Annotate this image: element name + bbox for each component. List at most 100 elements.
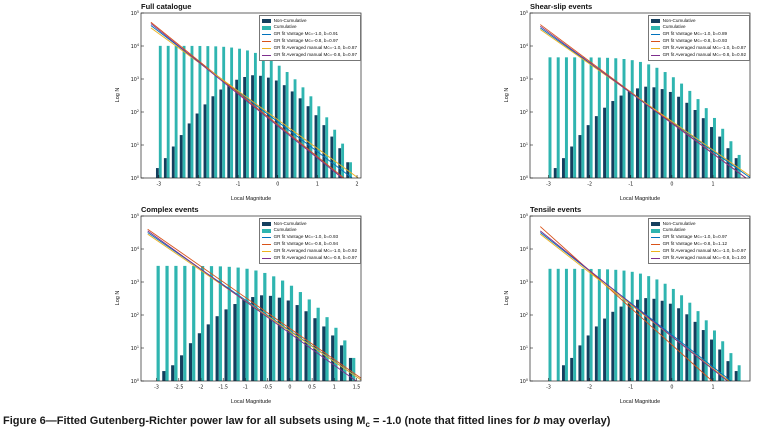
legend-line-sample [262,251,272,252]
legend: Non-Cumulative Cumulative GR fit Vantage M… [647,15,750,62]
svg-text:-3: -3 [546,385,551,391]
legend: Non-Cumulative Cumulative GR fit Vantage M… [647,218,750,265]
legend-label: Cumulative [662,24,686,30]
legend-swatch [262,228,272,234]
legend-item: GR fit Vantage Mc=-1.0, b=0.93 [262,234,357,241]
legend-item: Cumulative [262,24,357,31]
subplot-tensile-events: -3 -2 -1 0 1 100 101 102 103 104 105 Tensile event… [389,203,778,406]
legend-label: Cumulative [273,24,297,30]
legend-line-sample [262,41,272,43]
legend-line-sample [262,237,272,239]
subplot-full-catalogue: -3 -2 -1 0 1 2 100 101 102 103 104 105 Full catalog… [0,0,389,203]
subplot-complex-events: -3 -2.5 -2 -1.5 -1 -0.5 0 0.5 1 1.5 100 101 102 103 10… [0,203,389,406]
svg-text:103: 103 [131,279,139,286]
legend-item: GR fit Averaged manual Mc=-0.8, b=0.97 [262,52,357,59]
legend-label: Non-Cumulative [662,17,696,23]
svg-text:-3: -3 [154,385,159,391]
legend-label: GR fit Averaged manual Mc=-1.0, b=0.97 [662,248,746,254]
legend-item: Cumulative [651,24,746,31]
legend-item: GR fit Vantage Mc=-0.8, b=0.94 [262,241,357,248]
svg-text:0: 0 [670,385,673,391]
legend-item: GR fit Averaged manual Mc=-1.0, b=0.87 [651,45,746,52]
legend-swatch [262,221,272,227]
legend-swatch [651,25,661,31]
svg-text:0.5: 0.5 [308,385,316,391]
legend-swatch [262,18,272,24]
legend-label: Cumulative [662,227,686,233]
svg-text:104: 104 [520,246,528,253]
legend-line-sample [651,41,661,43]
svg-text:102: 102 [520,109,528,116]
legend-swatch [651,221,661,227]
legend-item: Non-Cumulative [651,221,746,228]
legend-label: GR fit Vantage Mc=-1.0, b=0.91 [273,31,339,37]
svg-text:100: 100 [131,378,139,385]
legend-item: Cumulative [651,227,746,234]
legend-item: Non-Cumulative [262,221,357,228]
subplot-shear-slip-events: -3 -2 -1 0 1 100 101 102 103 104 105 Shear-slip ev… [389,0,778,203]
chart-title: Full catalogue [141,2,192,11]
caption-mid: = -1.0 (note that fitted lines for [369,415,534,427]
svg-text:102: 102 [520,312,528,319]
legend-line-sample [262,34,272,36]
legend-label: Non-Cumulative [273,220,307,226]
chart-title: Tensile events [530,205,582,214]
caption-prefix: Figure 6—Fitted Gutenberg-Richter power … [3,415,366,427]
legend-label: Non-Cumulative [662,220,696,226]
svg-text:101: 101 [520,142,528,149]
legend-label: GR fit Vantage Mc=-1.0, b=0.89 [662,31,728,37]
legend-item: Non-Cumulative [262,18,357,25]
subplot-grid: -3 -2 -1 0 1 2 100 101 102 103 104 105 Full catalog… [0,0,778,406]
svg-text:1: 1 [711,182,714,188]
y-axis-label: Log N [504,290,510,306]
x-axis-label: Local Magnitude [230,399,272,405]
legend-line-sample [651,54,661,56]
x-axis-label: Local Magnitude [619,196,661,202]
legend-line-sample [651,244,661,246]
svg-text:101: 101 [520,345,528,352]
y-axis-label: Log N [504,87,510,103]
legend-item: GR fit Averaged manual Mc=-1.0, b=0.97 [651,248,746,255]
svg-text:0: 0 [670,182,673,188]
legend-label: GR fit Averaged manual Mc=-1.0, b=0.92 [273,248,357,254]
svg-text:105: 105 [131,10,139,17]
y-axis-label: Log N [115,290,121,306]
legend-label: GR fit Averaged manual Mc=-0.8, b=0.97 [273,51,357,57]
legend-label: GR fit Averaged manual Mc=-0.8, b=0.97 [273,254,357,260]
legend-item: GR fit Averaged manual Mc=-0.8, b=0.97 [262,255,357,262]
svg-text:102: 102 [131,312,139,319]
svg-text:-2: -2 [196,182,201,188]
svg-text:101: 101 [131,142,139,149]
svg-text:-2: -2 [199,385,204,391]
svg-text:104: 104 [520,43,528,50]
svg-text:100: 100 [131,175,139,182]
legend-label: GR fit Vantage Mc=-0.8, b=0.93 [662,38,728,44]
legend-item: GR fit Vantage Mc=-0.8, b=1.12 [651,241,746,248]
svg-text:105: 105 [520,10,528,17]
legend-label: GR fit Averaged manual Mc=-1.0, b=0.87 [662,45,746,51]
legend-label: GR fit Averaged manual Mc=-0.8, b=1.00 [662,254,746,260]
chart-title: Complex events [141,205,199,214]
svg-text:1.5: 1.5 [353,385,361,391]
legend-label: GR fit Vantage Mc=-1.0, b=0.93 [273,234,339,240]
legend-item: GR fit Vantage Mc=-0.8, b=0.97 [262,38,357,45]
svg-text:-1.5: -1.5 [219,385,228,391]
legend: Non-Cumulative Cumulative GR fit Vantage M… [258,218,361,265]
legend-item: GR fit Vantage Mc=-0.8, b=0.93 [651,38,746,45]
legend-swatch [651,18,661,24]
svg-text:104: 104 [131,246,139,253]
legend-item: GR fit Vantage Mc=-1.0, b=0.89 [651,31,746,38]
figure-caption: Figure 6—Fitted Gutenberg-Richter power … [0,406,778,429]
svg-text:-3: -3 [156,182,161,188]
legend-swatch [262,25,272,31]
legend-swatch [651,228,661,234]
legend-line-sample [262,54,272,56]
svg-text:1: 1 [333,385,336,391]
svg-text:2: 2 [356,182,359,188]
chart-title: Shear-slip events [530,2,593,11]
svg-text:0: 0 [276,182,279,188]
legend: Non-Cumulative Cumulative GR fit Vantage M… [258,15,361,62]
caption-italic-b: b [533,415,541,427]
legend-line-sample [262,244,272,246]
